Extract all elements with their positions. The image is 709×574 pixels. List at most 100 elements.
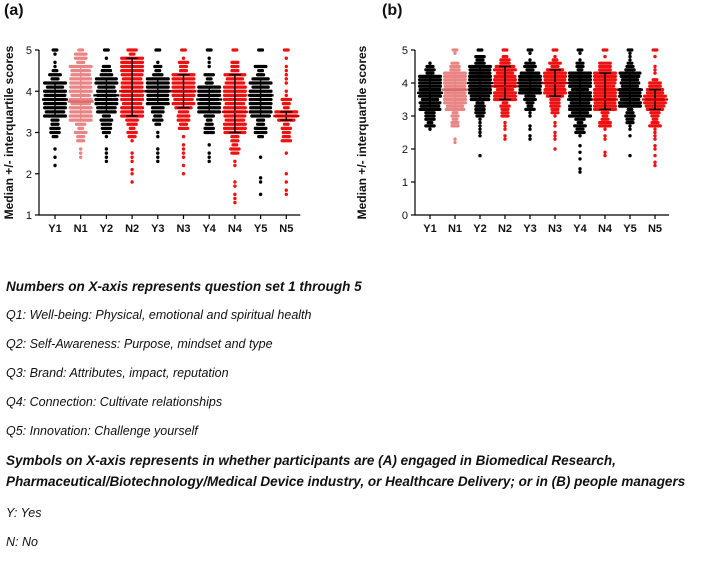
data-point-a-N2-11: [125, 118, 139, 122]
data-point-a-Y3-20: [153, 64, 163, 69]
y-tick-label-a-1: 1: [26, 210, 32, 222]
y-axis-title-b: Median +/- interquartile scores: [355, 45, 369, 219]
panel-label-b: (b): [382, 2, 403, 19]
data-point-a-Y3-5: [156, 130, 160, 135]
data-point-a-N4-11: [230, 135, 240, 139]
x-tick-label-a-N4: N4: [228, 223, 243, 235]
data-point-b-N5-0: [653, 163, 657, 168]
data-point-a-Y2-8: [99, 118, 114, 122]
data-point-a-N2-1: [130, 172, 134, 176]
data-point-b-N5-24: [653, 71, 657, 75]
category-group-b-Y2: [467, 48, 493, 158]
notes-heading-symbols: Symbols on X-axis represents in whether …: [6, 453, 686, 489]
data-point-b-N2-2: [503, 127, 507, 131]
data-point-b-N5-6: [653, 134, 657, 138]
data-point-b-N2-7: [500, 107, 510, 111]
data-point-a-Y5-8: [256, 118, 266, 122]
data-point-b-Y1-1: [424, 124, 436, 128]
data-point-a-Y5-20: [257, 69, 265, 73]
data-point-a-Y3-22: [154, 48, 162, 52]
data-point-a-Y2-9: [101, 114, 111, 118]
data-point-a-N1-7: [74, 122, 87, 126]
data-point-a-N4-7: [230, 151, 240, 155]
data-point-a-Y4-20: [207, 60, 211, 65]
data-point-b-Y4-10: [574, 117, 586, 121]
data-point-a-N1-23: [73, 56, 88, 60]
data-point-a-N3-25: [180, 48, 187, 52]
data-point-b-Y5-5: [625, 117, 635, 121]
note-q4: Q4: Connection: Cultivate relationships: [6, 395, 223, 409]
data-point-b-Y2-24: [475, 58, 485, 62]
y-tick-label-a-5: 5: [26, 45, 32, 57]
data-point-b-Y3-7: [526, 104, 534, 108]
data-point-b-N5-10: [650, 121, 660, 125]
data-point-b-Y1-3: [424, 117, 436, 121]
data-point-b-Y4-9: [576, 121, 584, 125]
data-point-b-N1-6: [451, 111, 459, 115]
data-point-b-Y5-21: [625, 64, 635, 69]
data-point-b-Y2-11: [475, 101, 485, 105]
data-point-b-N4-25: [603, 54, 607, 59]
data-point-b-Y2-1: [478, 134, 482, 138]
data-point-a-N5-24: [282, 48, 290, 52]
data-point-b-N1-2: [450, 124, 460, 128]
data-point-b-Y4-2: [578, 157, 582, 161]
data-point-b-N2-8: [499, 104, 511, 108]
data-point-b-Y3-21: [528, 58, 532, 62]
data-point-b-Y4-5: [578, 134, 582, 138]
note-q5: Q5: Innovation: Challenge yourself: [6, 424, 198, 438]
data-point-a-Y2-1: [104, 155, 109, 159]
data-point-a-N4-28: [230, 64, 240, 69]
data-point-a-Y4-22: [205, 48, 213, 52]
data-point-b-Y1-20: [428, 61, 432, 65]
data-point-a-Y5-7: [256, 122, 266, 126]
notes-heading-xaxis: Numbers on X-axis represents question se…: [6, 279, 362, 294]
data-point-b-N5-25: [653, 68, 657, 72]
y-tick-label-a-2: 2: [26, 169, 32, 181]
data-point-b-N2-9: [501, 101, 509, 105]
data-point-b-Y4-30: [576, 48, 584, 52]
data-point-b-Y4-28: [578, 58, 582, 62]
data-point-a-N3-4: [181, 147, 186, 151]
data-point-b-Y3-2: [528, 127, 532, 131]
data-point-b-N4-3: [603, 134, 607, 138]
data-point-a-Y1-18: [48, 73, 62, 77]
data-point-a-N2-5: [130, 151, 134, 155]
category-group-a-N4: [221, 48, 248, 205]
data-point-b-N4-9: [600, 111, 610, 115]
x-tick-label-b-N4: N4: [598, 223, 613, 235]
category-group-a-N5: [273, 48, 300, 197]
data-point-b-Y5-2: [628, 127, 632, 131]
data-point-a-N1-25: [77, 48, 85, 52]
data-point-a-N1-6: [77, 126, 85, 130]
data-point-b-N4-22: [598, 68, 612, 72]
data-point-b-Y4-3: [578, 150, 582, 154]
data-point-b-Y5-8: [626, 107, 634, 111]
data-point-a-N3-8: [178, 122, 189, 126]
data-point-a-Y4-4: [203, 130, 215, 135]
data-point-a-N5-21: [284, 68, 288, 73]
data-point-a-N1-4: [76, 135, 86, 139]
data-point-b-N2-6: [500, 111, 510, 115]
data-point-b-Y2-8: [474, 111, 486, 115]
data-point-a-Y1-0: [53, 163, 57, 168]
data-point-b-N4-6: [598, 121, 612, 125]
data-point-b-Y3-10: [524, 94, 536, 98]
data-point-a-N3-23: [177, 60, 190, 64]
data-point-b-N4-26: [601, 48, 609, 52]
data-point-b-N2-4: [503, 120, 507, 125]
data-point-a-Y3-7: [152, 118, 164, 122]
data-point-b-N3-7: [550, 111, 560, 115]
data-point-a-Y2-20: [100, 69, 113, 73]
data-point-a-Y1-20: [53, 64, 57, 69]
data-point-a-Y5-0: [258, 192, 263, 197]
data-point-b-Y4-27: [575, 61, 585, 65]
data-point-b-Y5-3: [628, 124, 632, 128]
data-point-a-Y3-10: [150, 106, 165, 110]
data-point-a-Y2-5: [101, 130, 111, 135]
data-point-a-Y3-3: [156, 147, 160, 151]
category-group-a-Y1: [42, 48, 68, 168]
data-point-b-Y3-5: [528, 111, 532, 115]
data-point-b-N3-3: [553, 130, 557, 135]
data-point-a-N5-8: [280, 126, 293, 130]
